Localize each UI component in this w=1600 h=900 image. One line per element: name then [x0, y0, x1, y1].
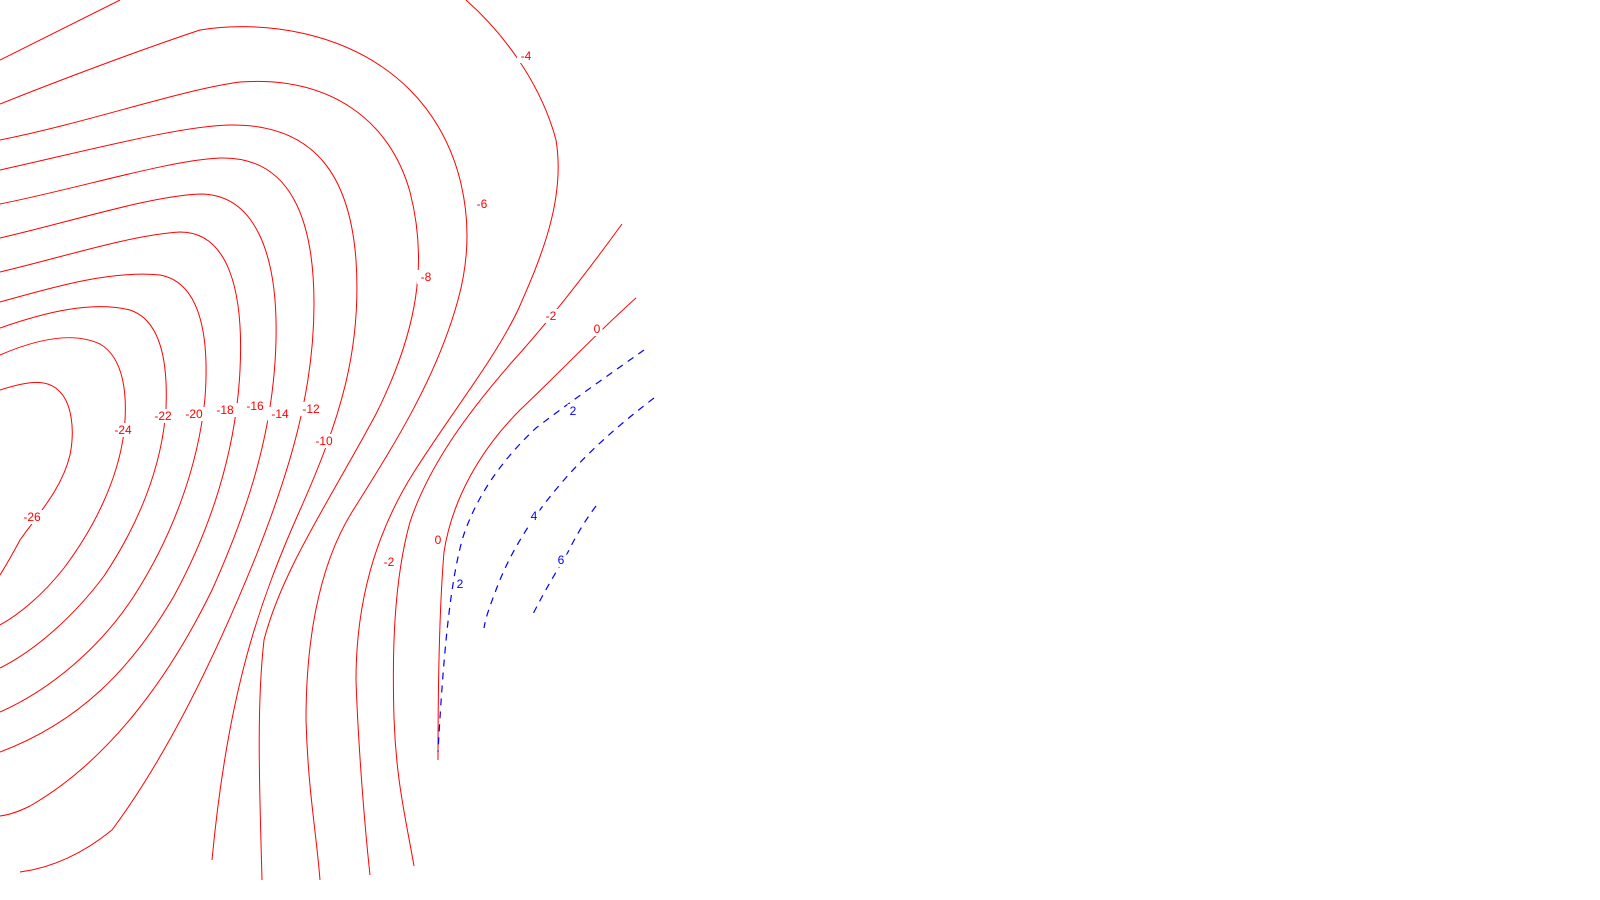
contour-line-minus-8: [0, 26, 468, 881]
contour-label: 6: [558, 553, 565, 567]
contour-label: 2: [570, 404, 577, 418]
contour-label: -2: [546, 309, 557, 323]
contour-label-background: [555, 553, 567, 567]
contour-line-plus-2-upper: [437, 349, 645, 753]
contour-label-background: [181, 407, 207, 421]
contour-line-minus-14: [0, 157, 315, 873]
contour-line-minus-10: [0, 80, 420, 881]
contour-label-background: [311, 434, 337, 448]
contour-line-minus-4: [355, 0, 559, 876]
contour-label: -8: [421, 270, 432, 284]
contour-label-background: [267, 407, 293, 421]
contour-lines: [0, 0, 655, 881]
contour-label-background: [212, 403, 238, 417]
contour-label: -16: [246, 399, 264, 413]
contour-label: 0: [435, 533, 442, 547]
contour-label: -10: [315, 434, 333, 448]
contour-label-background: [473, 197, 491, 211]
contour-label: -12: [302, 402, 320, 416]
contour-label: -4: [521, 49, 532, 63]
contour-labels: -26-24-22 -20 -18 -16-14 -12-10-8-6-4-2-2002…: [19, 49, 603, 591]
contour-label-background: [380, 555, 398, 569]
contour-label: 2: [457, 577, 464, 591]
contour-label: 0: [594, 322, 601, 336]
contour-label: -20: [185, 407, 203, 421]
contour-label-background: [417, 270, 435, 284]
contour-label-background: [432, 533, 444, 547]
contour-line-minus-26: [0, 381, 73, 576]
contour-label-background: [542, 309, 560, 323]
contour-line-plus-4: [531, 505, 597, 617]
contour-line-minus-24: [0, 337, 126, 626]
contour-label-background: [517, 49, 535, 63]
contour-line-plus-2-lower: [483, 397, 655, 629]
contour-label-background: [528, 509, 540, 523]
contour-label-background: [298, 402, 324, 416]
contour-label-background: [110, 423, 136, 437]
contour-label: 4: [531, 509, 538, 523]
contour-line-minus-16: [0, 193, 277, 817]
contour-line-minus-18: [0, 231, 242, 753]
contour-label-background: [567, 404, 579, 418]
contour-label: -18: [216, 403, 234, 417]
contour-label: -6: [477, 197, 488, 211]
contour-line-minus-12: [0, 124, 358, 861]
contour-label: -14: [271, 407, 289, 421]
contour-line-minus-20: [0, 273, 207, 713]
contour-label-background: [454, 577, 466, 591]
contour-label: -2: [384, 555, 395, 569]
contour-line-zero: [437, 297, 637, 761]
contour-line-minus-22: [0, 306, 167, 669]
contour-label-background: [19, 510, 45, 524]
contour-line-minus-6: [0, 0, 121, 61]
contour-label: -26: [23, 510, 41, 524]
contour-label: -24: [114, 423, 132, 437]
contour-label-background: [591, 322, 603, 336]
contour-label-background: [242, 399, 268, 413]
contour-label-background: [150, 409, 176, 423]
contour-line-minus-2: [392, 223, 623, 867]
contour-label: -22: [154, 409, 172, 423]
